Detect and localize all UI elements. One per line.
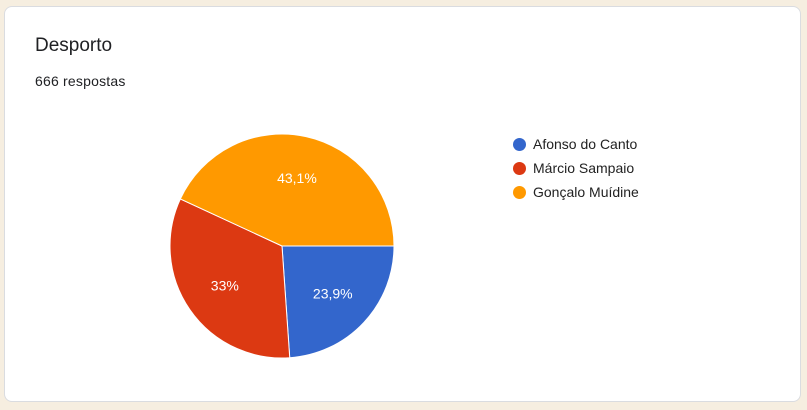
legend-label: Márcio Sampaio [533,160,635,176]
question-title: Desporto [35,35,113,56]
legend-label: Gonçalo Muídine [533,184,639,200]
response-count: 666 respostas [35,73,126,89]
pie-slice[interactable] [169,198,291,359]
pie-chart: 23,9% 33% 43,1% [169,133,395,359]
slice-label: 33% [211,277,239,293]
legend-item: Márcio Sampaio [513,156,639,180]
legend-swatch [513,185,526,199]
legend-swatch [513,137,526,151]
legend-label: Afonso do Canto [533,136,638,152]
pie-slice[interactable] [179,133,395,247]
legend: Afonso do Canto Márcio Sampaio Gonçalo M… [513,132,639,204]
pie-slice[interactable] [281,245,395,359]
legend-item: Afonso do Canto [513,132,639,156]
chart-card: Desporto 666 respostas 23,9% 33% 43,1% Afo… [4,6,801,402]
legend-swatch [513,161,526,175]
legend-item: Gonçalo Muídine [513,180,639,204]
slice-label: 43,1% [277,170,317,186]
slice-label: 23,9% [313,285,353,301]
